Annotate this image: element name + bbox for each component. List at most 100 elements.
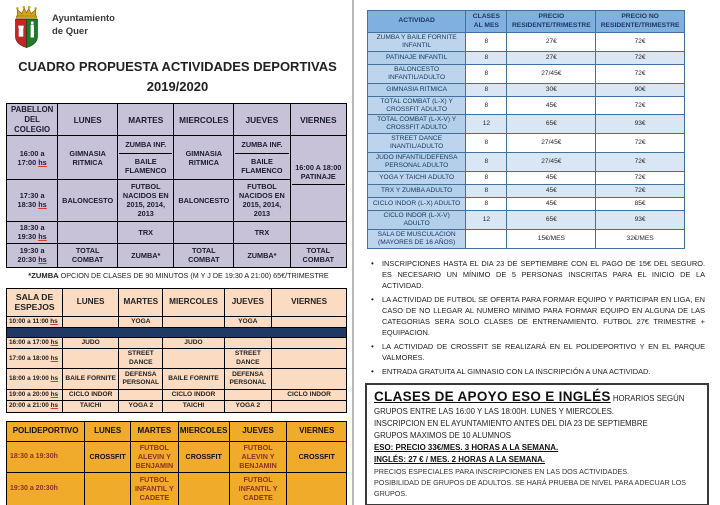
day-header: MIERCOLES (162, 287, 225, 317)
price-value-cell: 72€ (595, 183, 685, 198)
activity-cell: FUTBOL ALEVIN Y BENJAMIN (130, 440, 179, 473)
activity-subcell: BAILE FLAMENCO (241, 156, 283, 175)
activity-cell: TAICHI (62, 399, 120, 413)
activity-cell: FUTBOL NACIDOS EN 2015, 2014, 2013 (233, 178, 291, 222)
activity-cell (173, 220, 235, 244)
price-column-header: CLASES AL MES (465, 10, 508, 33)
activity-name-cell: JUDO INFANTIL/DEFENSA PERSONAL ADULTO (366, 152, 467, 172)
price-value-cell: 12 (465, 114, 508, 135)
price-row: YOGA Y TAICHI ADULTO 8 45€ 72€ (366, 170, 685, 185)
price-value-cell: 8 (465, 95, 508, 116)
separator-row (6, 327, 347, 339)
prices-table: ACTIVIDAD CLASES AL MES PRECIO RESIDENTE/T… (366, 10, 685, 249)
activity-cell: CROSSFIT (177, 440, 230, 473)
support-classes-line: INSCRIPCION EN EL AYUNTAMIENTO ANTES DEL… (374, 418, 648, 428)
price-value-cell: 45€ (506, 196, 597, 211)
org-name-line1: Ayuntamiento (52, 13, 115, 24)
support-classes-extra-lines: PRECIOS ESPECIALES PARA INSCRIPCIONES EN… (374, 467, 700, 499)
activity-cell (289, 220, 348, 244)
price-value-cell: 72€ (595, 133, 685, 154)
price-value-cell: 15€/MES (506, 228, 597, 249)
activity-cell (223, 337, 273, 350)
activity-cell (177, 471, 230, 505)
time-slot: 17:00 a 18:00 hs (5, 348, 64, 369)
activity-name-cell: TOTAL COMBAT (L-X-V) Y CROSSFIT ADULTO (366, 114, 467, 135)
activity-cell: TRX (233, 220, 291, 244)
prices-header-row: ACTIVIDAD CLASES AL MES PRECIO RESIDENTE/T… (366, 10, 685, 33)
activity-cell: BALONCESTO (57, 178, 119, 222)
condition-item: INSCRIPCIONES HASTA EL DIA 23 DE SEPTIEM… (369, 258, 705, 291)
activity-cell (271, 399, 347, 413)
activity-name-cell: TOTAL COMBAT (L-X) Y CROSSFIT ADULTO (366, 95, 467, 116)
price-row: TRX Y ZUMBA ADULTO 8 45€ 72€ (366, 183, 685, 198)
activity-subcell: 16:00 A 18:00 PATINAJE (291, 160, 345, 185)
polideportivo-corner-header: POLIDEPORTIVO (5, 420, 86, 442)
activity-name-cell: STREET DANCE INANTIL/ADULTO (366, 133, 467, 154)
day-header: LUNES (84, 420, 132, 442)
pabellon-del-colegio-corner-header: PABELLON DEL COLEGIO (5, 103, 59, 137)
price-row: CICLO INDOR (L-X-V) ADULTO 12 65€ 93€ (366, 209, 685, 230)
day-header: VIERNES (289, 103, 348, 137)
price-value-cell: 8 (465, 50, 508, 65)
activity-cell (223, 388, 273, 401)
activity-cell: YOGA 2 (223, 399, 273, 413)
price-value-cell: 72€ (595, 95, 685, 116)
day-header: MIERCOLES (173, 103, 235, 137)
price-value-cell: 90€ (595, 82, 685, 97)
activity-cell: TAICHI (162, 399, 225, 413)
time-slot: 18:30 a 19:30h (5, 440, 86, 473)
page-title: CUADRO PROPUESTA ACTIVIDADES DEPORTIVAS … (6, 57, 349, 97)
day-header: JUEVES (228, 420, 288, 442)
price-value-cell: 27/45€ (506, 63, 597, 84)
activity-cell: ZUMBA INF. BAILE FLAMENCO (233, 135, 291, 180)
price-value-cell: 8 (465, 133, 508, 154)
activity-cell (57, 220, 119, 244)
activity-cell: FUTBOL NACIDOS EN 2015, 2014, 2013 (117, 178, 175, 222)
sala-de-espejos-corner-header: SALA DE ESPEJOS (5, 287, 64, 317)
price-row: TOTAL COMBAT (L-X-V) Y CROSSFIT ADULTO 12… (366, 114, 685, 135)
price-value-cell: 8 (465, 152, 508, 172)
day-header: LUNES (57, 103, 119, 137)
activity-subcell: ZUMBA INF. (235, 137, 289, 154)
activity-cell (271, 337, 347, 350)
activity-cell: ZUMBA* (117, 242, 175, 268)
right-column: ACTIVIDAD CLASES AL MES PRECIO RESIDENTE/T… (355, 0, 720, 505)
price-column-header: PRECIO NO RESIDENTE/TRIMESTRE (595, 10, 685, 33)
title-line1: CUADRO PROPUESTA ACTIVIDADES DEPORTIVAS (18, 59, 337, 74)
activity-cell: TOTAL COMBAT (57, 242, 119, 268)
prices-body: ZUMBA Y BAILE FORNITE INFANTIL 8 27€ 72€ PAT… (366, 32, 685, 249)
activity-cell (84, 471, 132, 505)
price-value-cell: 65€ (506, 209, 597, 230)
activity-cell: YOGA 2 (118, 399, 164, 413)
support-classes-extra-line: POSIBILIDAD DE GRUPOS DE ADULTOS. SE HAR… (374, 477, 687, 498)
activity-name-cell: ZUMBA Y BAILE FORNITE INFANTIL (366, 32, 467, 52)
left-column: Ayuntamiento de Quer CUADRO PROPUESTA AC… (0, 0, 355, 505)
activity-cell: YOGA (223, 315, 273, 329)
activity-subcell (292, 185, 345, 198)
price-value-cell: 8 (465, 32, 508, 52)
activity-cell (162, 348, 225, 369)
price-value-cell: 27€ (506, 50, 597, 65)
time-slot: 20:00 a 21:00 hs (5, 399, 64, 413)
activity-name-cell: BALONCESTO INFANTIL/ADULTO (366, 63, 467, 84)
support-classes-line: GRUPOS MAXIMOS DE 10 ALUMNOS (374, 430, 511, 440)
time-slot: 16:00 a 17:00 hs (5, 337, 64, 350)
activity-cell: JUDO (162, 337, 225, 350)
time-slot: 19:00 a 20:00 hs (5, 388, 64, 401)
polideportivo-table: POLIDEPORTIVO LUNES MARTES MIERCOLES JUEVES V… (5, 420, 347, 505)
price-value-cell: 27/45€ (506, 152, 597, 172)
price-value-cell: 72€ (595, 32, 685, 52)
price-value-cell: 45€ (506, 170, 597, 185)
day-header: VIERNES (286, 420, 347, 442)
polideportivo-schedule-table: POLIDEPORTIVO LUNES MARTES MIERCOLES JUEVES V… (5, 420, 349, 505)
price-value-cell: 32€/MES (595, 228, 685, 249)
activity-cell: DEFENSA PERSONAL (118, 367, 164, 390)
time-slot: 19:30 a 20:30 hs (5, 242, 59, 268)
activity-cell: CROSSFIT (286, 440, 347, 473)
time-slot: 18:00 a 19:00 hs (5, 367, 64, 390)
price-row: PATINAJE INFANTIL 8 27€ 72€ (366, 50, 685, 65)
price-value-cell (465, 228, 508, 249)
day-header: MARTES (118, 287, 164, 317)
price-column-header: ACTIVIDAD (366, 10, 467, 33)
activity-name-cell: YOGA Y TAICHI ADULTO (366, 170, 467, 185)
